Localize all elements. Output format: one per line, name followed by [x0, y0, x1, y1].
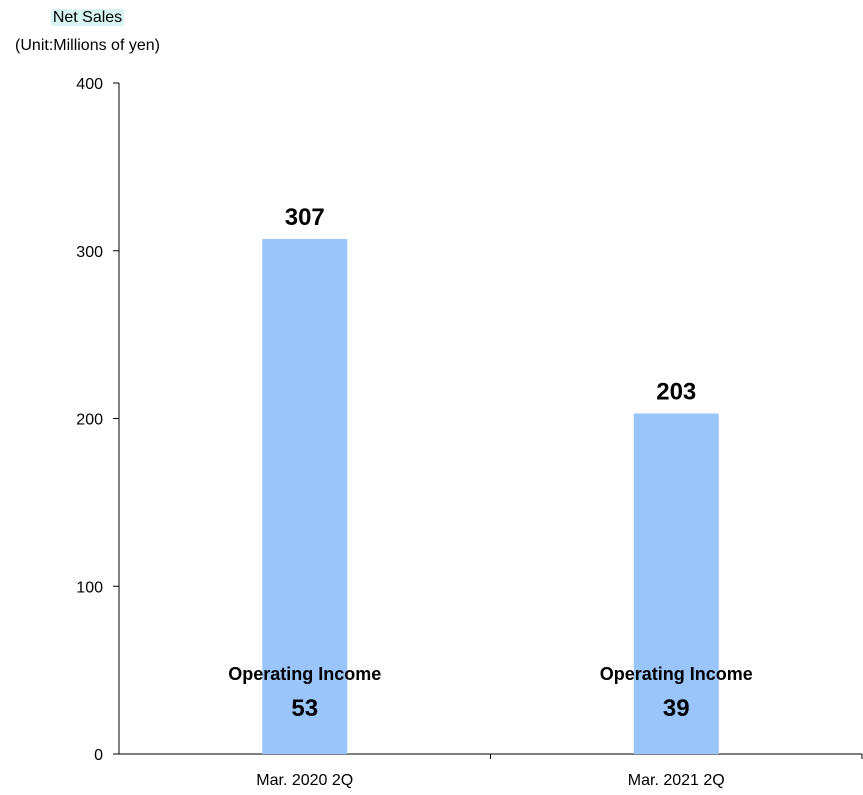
- x-tick-label: Mar. 2021 2Q: [628, 772, 725, 789]
- y-tick-label: 0: [94, 747, 103, 764]
- x-tick-label: Mar. 2020 2Q: [256, 772, 353, 789]
- chart-title: Net Sales: [0, 8, 175, 28]
- bar: [633, 413, 719, 754]
- bar: [262, 239, 348, 754]
- chart-bars: [262, 239, 719, 754]
- bar-value-label: 203: [656, 378, 696, 405]
- chart-title-text: Net Sales: [50, 9, 125, 26]
- y-axis-unit-label: (Unit:Millions of yen): [15, 37, 160, 54]
- chart-axes: 0 100 200 300 400: [76, 76, 863, 764]
- operating-income-label: Operating Income: [228, 664, 381, 684]
- y-tick-label: 300: [76, 244, 103, 261]
- y-tick-label: 200: [76, 412, 103, 429]
- operating-income-value: 53: [291, 695, 318, 722]
- y-tick-label: 400: [76, 76, 103, 93]
- operating-income-value: 39: [663, 695, 690, 722]
- chart-labels: 307 Mar. 2020 2Q Operating Income 53 203 Mar.…: [228, 204, 753, 789]
- bar-value-label: 307: [285, 204, 325, 231]
- y-tick-label: 100: [76, 579, 103, 596]
- operating-income-label: Operating Income: [600, 664, 753, 684]
